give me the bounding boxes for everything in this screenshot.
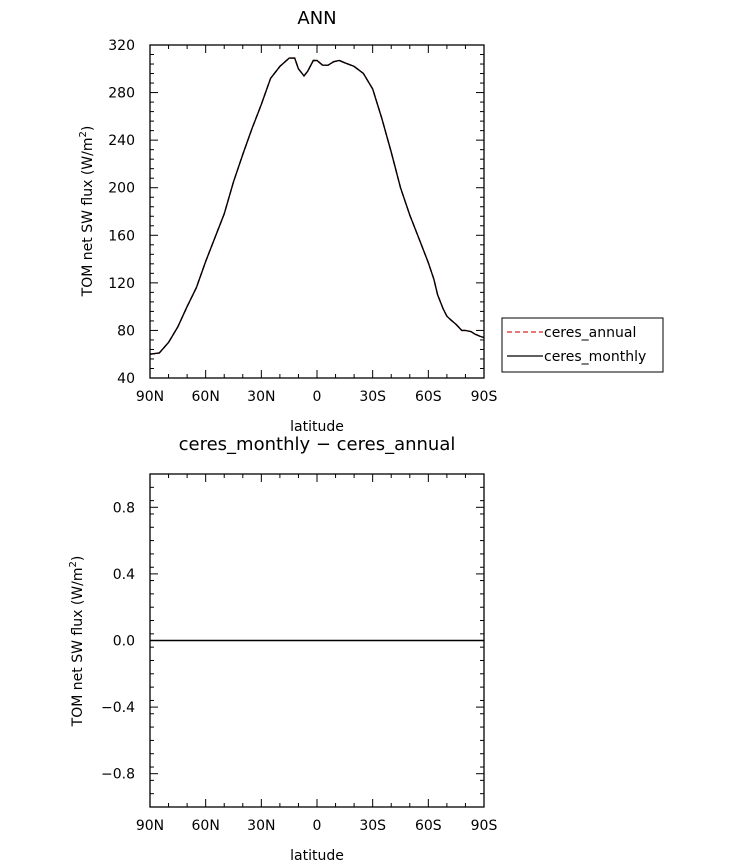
- panel2-y-tick-label: 0.0: [113, 634, 135, 650]
- panel1-x-tick-label: 30N: [247, 389, 275, 405]
- panel2-title: ceres_monthly − ceres_annual: [179, 434, 456, 455]
- panel1-y-tick-label: 40: [117, 371, 135, 387]
- panel-annual-chart: ANN 90N 60N 30N 0 30S 60S 90S 40 80 120 160 200 240 2…: [78, 8, 664, 435]
- panel1-y-tick-label: 120: [108, 276, 135, 292]
- legend-label-ceres-annual: ceres_annual: [544, 325, 636, 341]
- legend: ceres_annual ceres_monthly: [501, 317, 664, 373]
- panel2-x-axis-title: latitude: [290, 848, 344, 864]
- panel2-y-axis-title: TOM net SW flux (W/m2): [68, 556, 86, 728]
- panel1-series-line-ceres-monthly: [149, 57, 485, 355]
- panel1-y-tick-label: 80: [117, 323, 135, 339]
- panel2-x-tick-label: 0: [313, 818, 322, 834]
- panel2-x-tick-label: 90S: [471, 818, 498, 834]
- panel2-x-tick-label: 30N: [247, 818, 275, 834]
- panel2-y-tick-label: −0.8: [101, 767, 135, 783]
- panel1-y-axis-title: TOM net SW flux (W/m2): [78, 126, 96, 298]
- panel1-y-tick-label: 160: [108, 228, 135, 244]
- panel2-y-tick-label: −0.4: [101, 700, 135, 716]
- panel2-x-tick-label: 90N: [136, 818, 164, 834]
- panel1-x-tick-label: 0: [313, 389, 322, 405]
- panel1-y-tick-label: 200: [108, 181, 135, 197]
- panel1-title: ANN: [297, 8, 336, 29]
- panel1-series-line-ceres-annual: [149, 57, 485, 355]
- panel1-x-tick-label: 60N: [192, 389, 220, 405]
- panel1-x-tick-label: 90N: [136, 389, 164, 405]
- panel2-ticks: 90N 60N 30N 0 30S 60S 90S −0.8 −0.4 0.0 0.4 0.8: [101, 473, 498, 834]
- panel-difference-chart: ceres_monthly − ceres_annual 90N 60N 30N 0 3…: [68, 434, 497, 864]
- legend-label-ceres-monthly: ceres_monthly: [544, 349, 646, 365]
- panel2-x-tick-label: 60S: [415, 818, 442, 834]
- panel1-ticks: 90N 60N 30N 0 30S 60S 90S 40 80 120 160 200 240 280 32…: [108, 38, 497, 405]
- panel1-x-tick-label: 30S: [359, 389, 386, 405]
- panel2-x-tick-label: 60N: [192, 818, 220, 834]
- panel2-y-tick-label: 0.8: [113, 500, 135, 516]
- panel1-series-group: [149, 57, 485, 355]
- panel1-x-axis-title: latitude: [290, 419, 344, 435]
- panel1-x-tick-label: 90S: [471, 389, 498, 405]
- panel1-y-tick-label: 240: [108, 133, 135, 149]
- legend-box: [501, 317, 664, 373]
- panel1-y-tick-label: 320: [108, 38, 135, 54]
- panel1-x-tick-label: 60S: [415, 389, 442, 405]
- panel1-y-tick-label: 280: [108, 86, 135, 102]
- panel1-plot-frame: [149, 44, 485, 379]
- panel2-y-tick-label: 0.4: [113, 567, 135, 583]
- panel2-x-tick-label: 30S: [359, 818, 386, 834]
